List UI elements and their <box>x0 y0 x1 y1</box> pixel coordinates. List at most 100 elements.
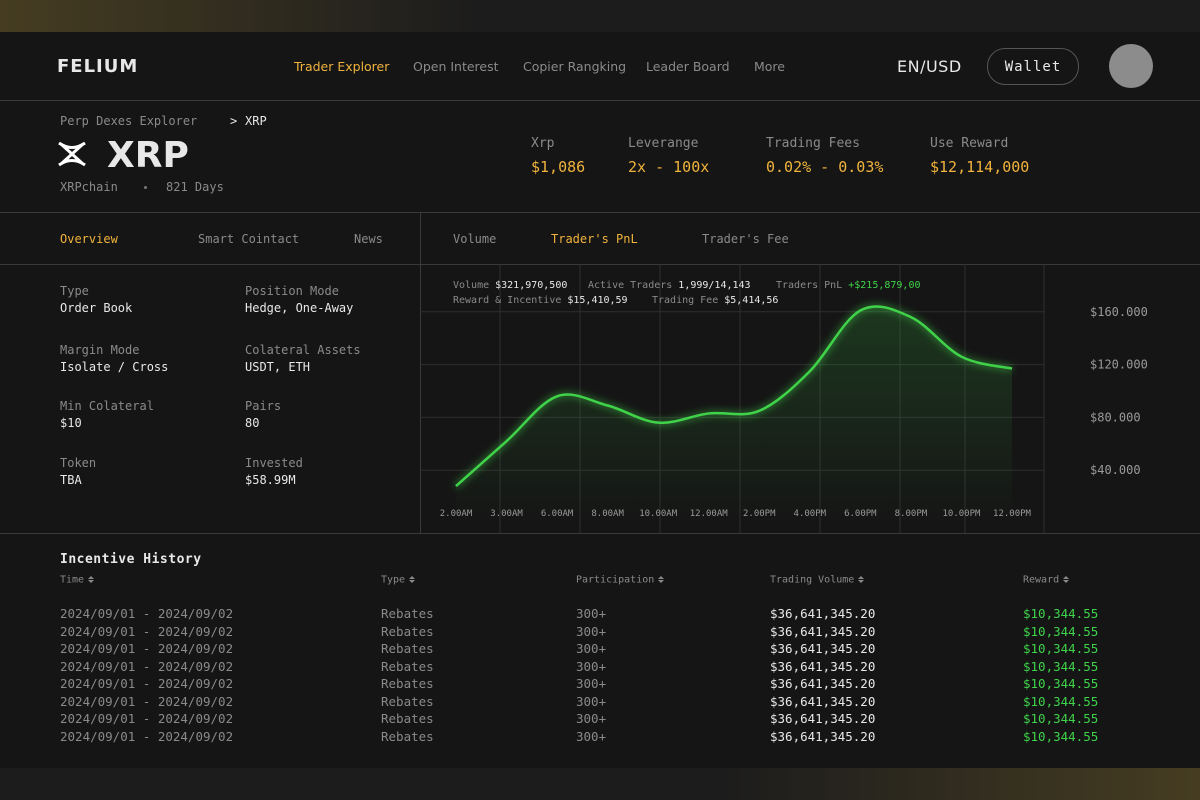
table-cell: Rebates <box>381 693 434 709</box>
column-header[interactable]: Type <box>381 575 416 586</box>
table-cell: 2024/09/01 - 2024/09/02 <box>60 711 234 726</box>
sort-icon[interactable] <box>858 575 865 584</box>
stat-label: Traders PnL <box>776 280 842 291</box>
table-cell: $10,344.55 <box>1023 693 1099 709</box>
table-cell: $36,641,345.20 <box>770 606 876 621</box>
stat-value: +$215,879,00 <box>848 280 920 291</box>
table-cell: Rebates <box>381 623 434 639</box>
detail-value: Isolate / Cross <box>60 360 169 374</box>
tab[interactable]: Overview <box>60 232 118 246</box>
detail-value: Order Book <box>60 301 133 315</box>
table-cell: 300+ <box>576 676 607 691</box>
detail-label: Pairs <box>245 399 282 413</box>
table-cell: 300+ <box>576 623 607 639</box>
sort-icon[interactable] <box>658 575 665 584</box>
table-cell: $10,344.55 <box>1023 606 1099 621</box>
table-cell: 300+ <box>576 693 607 709</box>
table-cell: $36,641,345.20 <box>770 728 876 744</box>
tab[interactable]: News <box>354 232 383 246</box>
table-cell: 300+ <box>576 711 607 726</box>
table-cell: $36,641,345.20 <box>770 711 876 726</box>
top-strip <box>0 0 1200 32</box>
detail-value: 80 <box>245 416 260 430</box>
nav-link[interactable]: Trader Explorer <box>294 59 390 74</box>
column-header[interactable]: Reward <box>1023 575 1070 586</box>
divider <box>0 100 1200 101</box>
x-tick-label: 12.00PM <box>993 509 1032 519</box>
y-tick-label: $80.000 <box>1090 410 1141 424</box>
table-cell: Rebates <box>381 676 434 691</box>
wallet-button[interactable]: Wallet <box>987 48 1079 85</box>
asset-icon <box>58 141 86 167</box>
y-tick-label: $120.000 <box>1090 358 1148 372</box>
chart-stat: Volume $321,970,500 <box>453 280 567 291</box>
detail-value: $10 <box>60 416 82 430</box>
stat-value: $5,414,56 <box>724 295 778 306</box>
asset-age: 821 Days <box>166 180 224 194</box>
detail-label: Min Colateral <box>60 399 154 413</box>
stat-value: $321,970,500 <box>495 280 567 291</box>
nav-link[interactable]: Copier Rangking <box>523 59 627 74</box>
detail-value: $58.99M <box>245 473 296 487</box>
tab[interactable]: Smart Cointact <box>198 232 300 246</box>
table-cell: 300+ <box>576 658 607 674</box>
breadcrumb-current: XRP <box>245 114 267 128</box>
avatar[interactable] <box>1109 44 1153 88</box>
logo[interactable]: FELIUM <box>57 56 139 77</box>
table-cell: 2024/09/01 - 2024/09/02 <box>60 623 234 639</box>
table-cell: Rebates <box>381 728 434 744</box>
column-header[interactable]: Time <box>60 575 95 586</box>
column-header[interactable]: Trading Volume <box>770 575 865 586</box>
table-cell: $36,641,345.20 <box>770 693 876 709</box>
sort-icon[interactable] <box>409 575 416 584</box>
table-cell: 2024/09/01 - 2024/09/02 <box>60 728 234 744</box>
chart-tab[interactable]: Trader's Fee <box>702 232 789 246</box>
table-cell: $36,641,345.20 <box>770 676 876 691</box>
summary-value: $12,114,000 <box>930 158 1030 176</box>
detail-label: Position Mode <box>245 284 339 298</box>
nav-link[interactable]: More <box>754 59 785 74</box>
y-tick-label: $160.000 <box>1090 305 1148 319</box>
summary-label: Trading Fees <box>766 136 860 151</box>
locale-switch[interactable]: EN/USD <box>897 57 962 76</box>
table-title: Incentive History <box>60 552 202 567</box>
table-cell: $10,344.55 <box>1023 676 1099 691</box>
nav-link[interactable]: Open Interest <box>413 59 499 74</box>
divider <box>420 212 421 533</box>
stat-label: Active Traders <box>588 280 672 291</box>
chart-tab[interactable]: Volume <box>453 232 497 246</box>
line <box>455 305 1013 487</box>
table-cell: $36,641,345.20 <box>770 658 876 674</box>
stat-value: 1,999/14,143 <box>678 280 750 291</box>
chart-stat: Trading Fee $5,414,56 <box>652 295 778 306</box>
detail-label: Token <box>60 456 97 470</box>
table-cell: $36,641,345.20 <box>770 641 876 656</box>
sort-icon[interactable] <box>88 575 95 584</box>
divider <box>0 264 1200 265</box>
table-cell: $10,344.55 <box>1023 641 1099 656</box>
divider <box>0 212 1200 213</box>
column-header[interactable]: Participation <box>576 575 665 586</box>
table-cell: Rebates <box>381 606 434 621</box>
wallet-label: Wallet <box>1004 58 1062 75</box>
chart-stat: Active Traders 1,999/14,143 <box>588 280 751 291</box>
stat-label: Trading Fee <box>652 295 718 306</box>
table-cell: Rebates <box>381 641 434 656</box>
breadcrumb-parent[interactable]: Perp Dexes Explorer <box>60 114 198 128</box>
detail-value: TBA <box>60 473 82 487</box>
table-cell: $10,344.55 <box>1023 711 1099 726</box>
table-cell: Rebates <box>381 658 434 674</box>
nav-link[interactable]: Leader Board <box>646 59 730 74</box>
detail-value: Hedge, One-Away <box>245 301 354 315</box>
sort-icon[interactable] <box>1063 575 1070 584</box>
table-cell: Rebates <box>381 711 434 726</box>
chart-tab[interactable]: Trader's PnL <box>551 232 638 246</box>
detail-label: Margin Mode <box>60 343 140 357</box>
asset-title: XRP <box>107 135 189 176</box>
y-tick-label: $40.000 <box>1090 463 1141 477</box>
detail-label: Type <box>60 284 89 298</box>
table-cell: 300+ <box>576 606 607 621</box>
detail-label: Colateral Assets <box>245 343 361 357</box>
summary-label: Xrp <box>531 136 555 151</box>
